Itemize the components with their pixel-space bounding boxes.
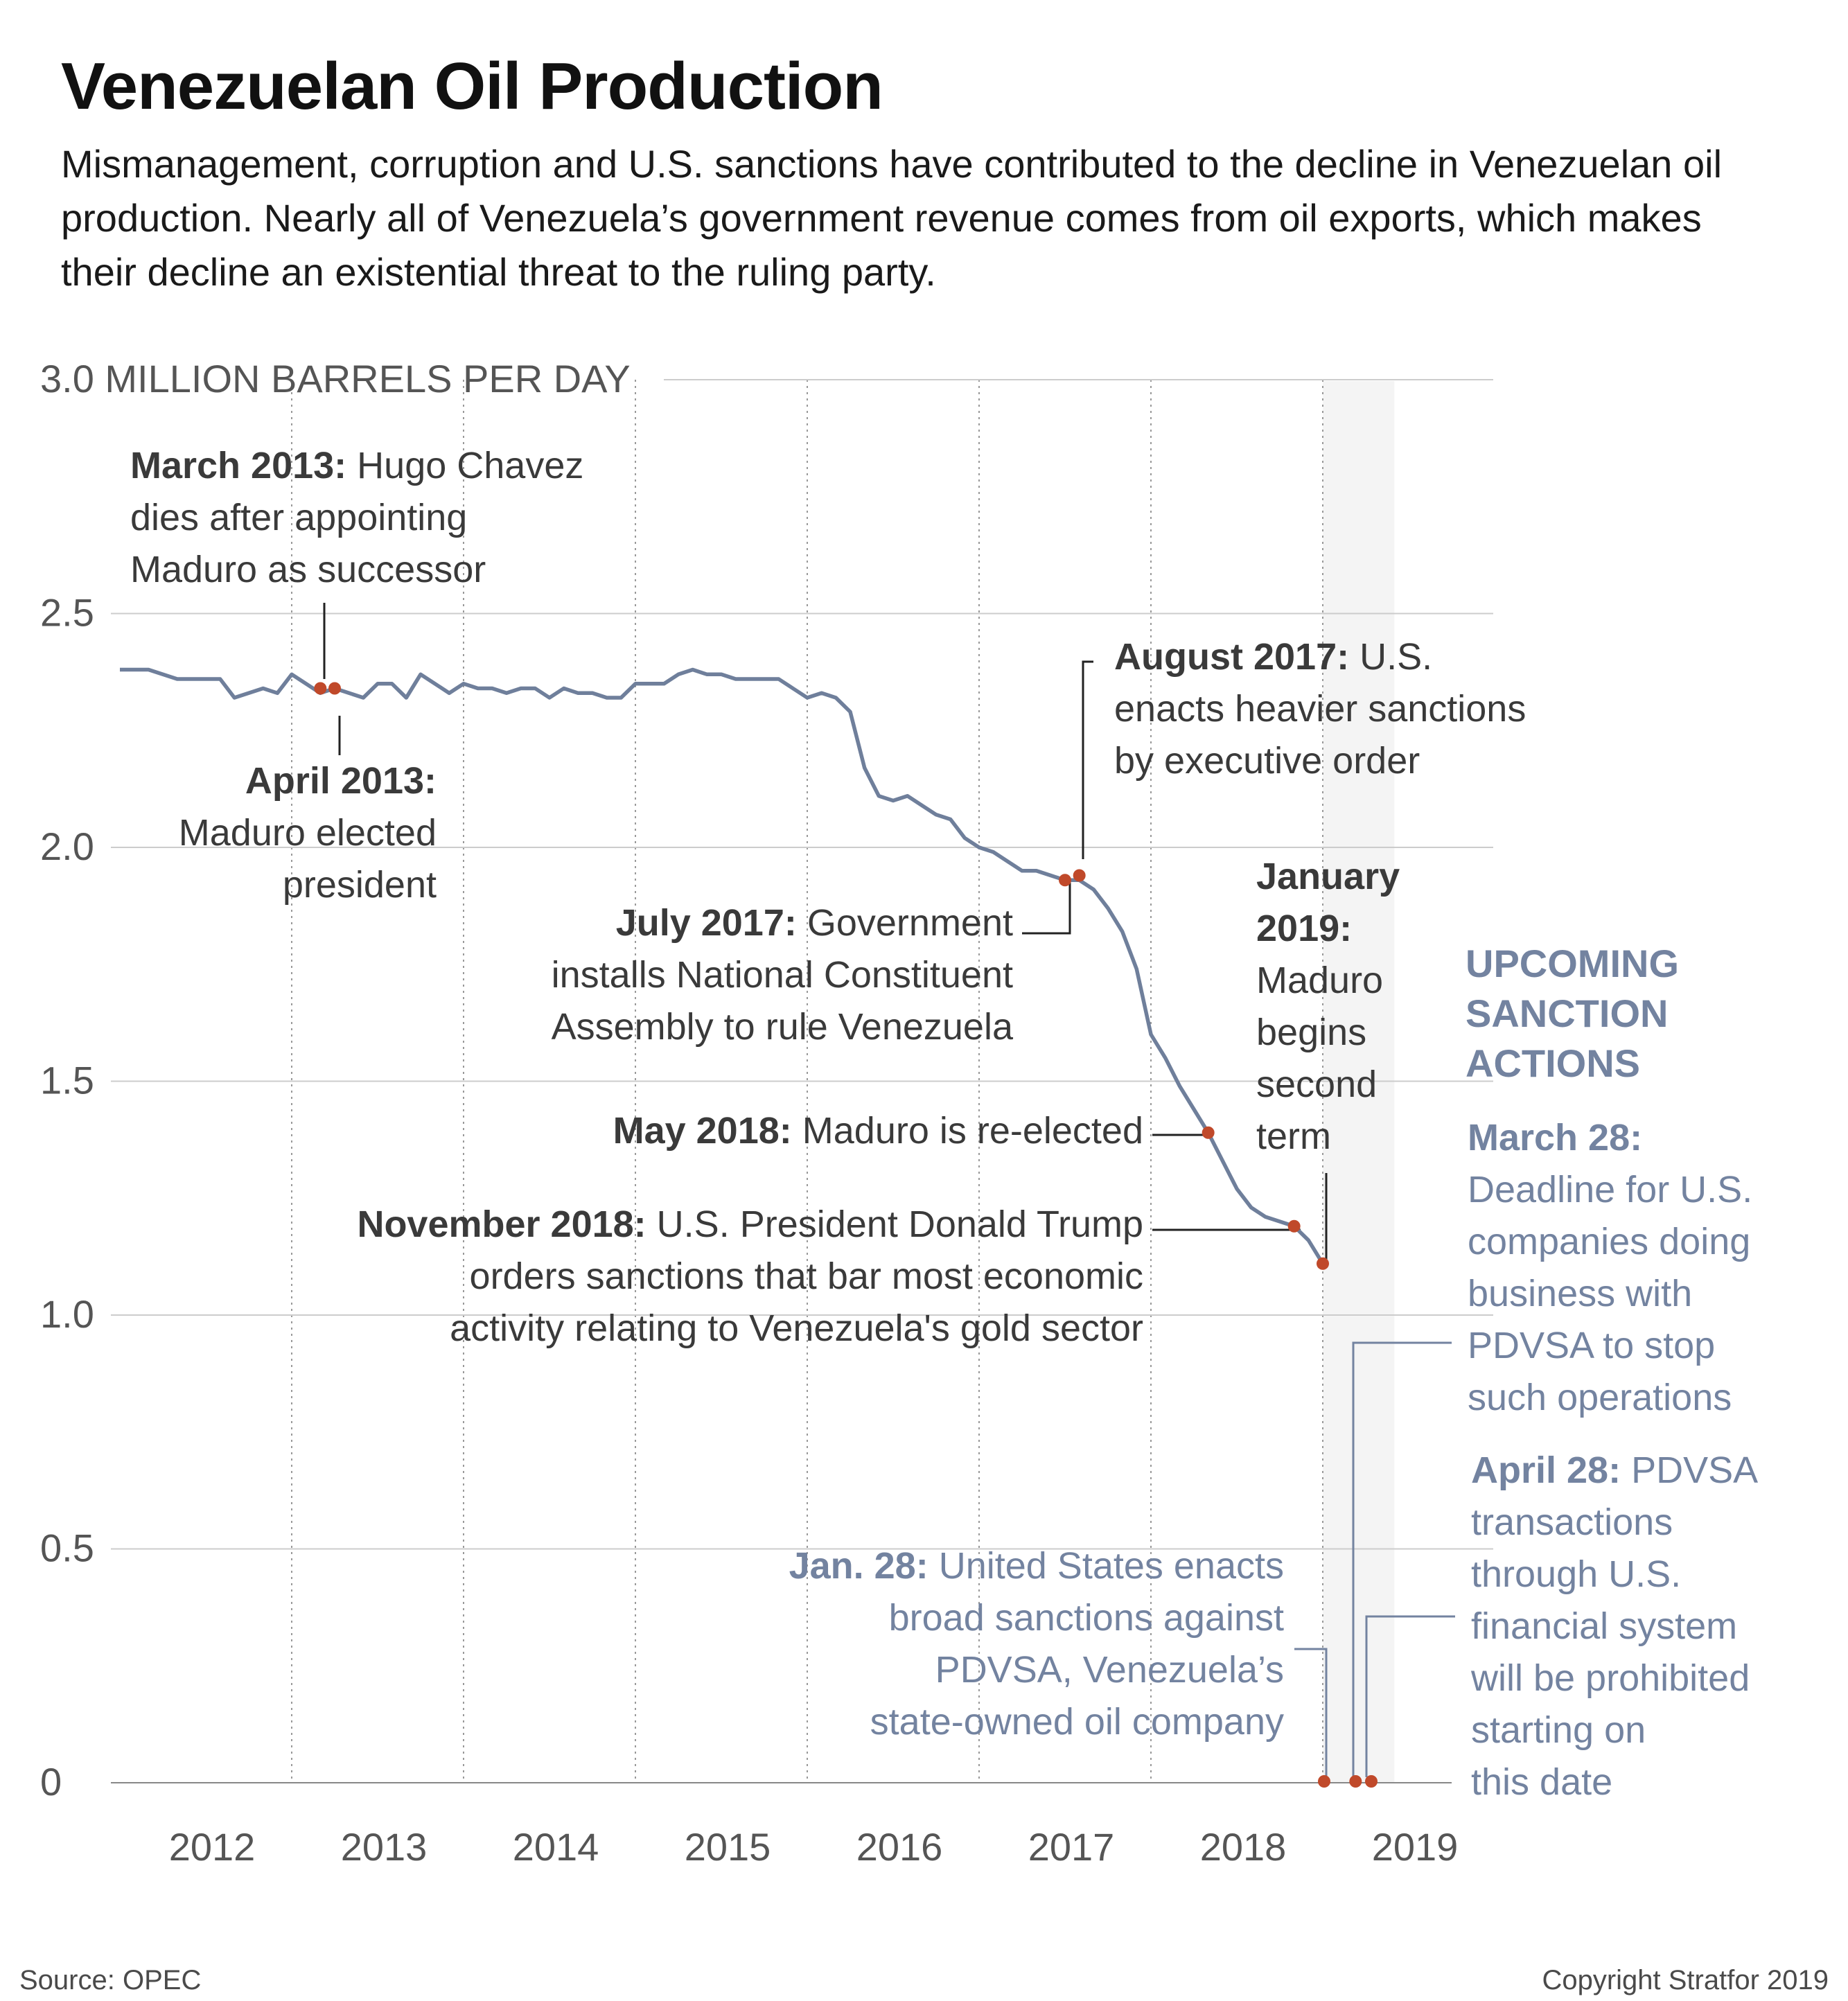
y-tick-label: 1.5	[40, 1059, 94, 1102]
event-label: March 28: Deadline for U.S. companies doin…	[1468, 1117, 1752, 1418]
event-text: through U.S.	[1471, 1553, 1681, 1595]
event-text: Maduro is re-elected	[792, 1110, 1143, 1152]
chart-subtitle: Mismanagement, corruption and U.S. sanct…	[61, 142, 1723, 294]
x-tick-label: 2016	[856, 1825, 943, 1869]
leader-line	[1365, 1615, 1455, 1777]
event-marker	[328, 682, 341, 695]
upcoming-heading-line: SANCTION	[1466, 991, 1668, 1035]
event-date: Jan. 28:	[789, 1545, 929, 1587]
event-text: U.S.	[1349, 636, 1432, 678]
y-tick-label: 2.5	[40, 591, 94, 635]
event-marker	[314, 682, 327, 695]
x-tick-label: 2018	[1200, 1825, 1287, 1869]
event-date: May 2018:	[613, 1110, 792, 1152]
event-text: second	[1256, 1064, 1377, 1105]
chart-gridlines	[111, 379, 1493, 1783]
x-tick-label: 2012	[169, 1825, 256, 1869]
event-marker	[1317, 1257, 1329, 1270]
event-text: PDVSA	[1621, 1449, 1758, 1491]
y-tick-label: 1.0	[40, 1292, 94, 1336]
upcoming-heading-line: ACTIONS	[1466, 1041, 1640, 1085]
event-text: 2019:	[1256, 908, 1352, 949]
x-tick-label: 2015	[685, 1825, 771, 1869]
upcoming-heading-line: UPCOMING	[1466, 942, 1679, 985]
event-text: United States enacts	[929, 1545, 1284, 1587]
event-label: April 28: PDVSA transactions through U.S. f…	[1470, 1449, 1758, 1803]
event-text: Maduro as successor	[130, 549, 486, 590]
source-note: Source: OPEC	[19, 1965, 202, 1995]
event-label: November 2018: U.S. President Donald Tru…	[357, 1204, 1143, 1349]
event-date: November 2018:	[357, 1204, 646, 1245]
event-text: president	[283, 864, 437, 906]
event-text: Maduro elected	[179, 812, 437, 854]
event-text: Hugo Chavez	[346, 445, 583, 486]
event-label: May 2018: Maduro is re-elected	[613, 1110, 1143, 1152]
event-marker	[1059, 874, 1071, 887]
event-date: August 2017:	[1114, 636, 1349, 678]
event-date: April 28:	[1471, 1449, 1621, 1491]
event-marker	[1318, 1775, 1330, 1788]
event-date: April 2013:	[245, 760, 437, 802]
event-date: March 28:	[1468, 1117, 1642, 1158]
leader-line	[1022, 879, 1071, 935]
chart-labels: 0 0.5 1.0 1.5 2.0 2.5 3.0 MILLION BARRELS PER …	[40, 357, 1758, 1869]
event-text: PDVSA to stop	[1468, 1325, 1715, 1366]
event-text: state-owned oil company	[870, 1701, 1284, 1743]
event-label: July 2017: Government installs National C…	[552, 902, 1014, 1048]
event-text: business with	[1468, 1273, 1692, 1314]
event-label: August 2017: U.S. enacts heavier sanction…	[1114, 636, 1526, 782]
event-marker	[1287, 1219, 1301, 1233]
event-text: activity relating to Venezuela's gold se…	[450, 1307, 1143, 1349]
event-markers	[314, 682, 1378, 1788]
event-label: Jan. 28: United States enacts broad sanct…	[789, 1545, 1284, 1743]
x-tick-label: 2014	[513, 1825, 599, 1869]
event-text: installs National Constituent	[552, 954, 1013, 996]
y-tick-label: 3.0 MILLION BARRELS PER DAY	[40, 357, 631, 400]
event-text: will be prohibited	[1470, 1657, 1750, 1699]
event-text: begins	[1256, 1012, 1366, 1053]
leader-line	[1294, 1648, 1328, 1777]
copyright-note: Copyright Stratfor 2019	[1542, 1965, 1829, 1995]
event-marker	[1349, 1775, 1362, 1788]
event-text: broad sanctions against	[889, 1597, 1284, 1639]
leader-line	[1352, 1341, 1452, 1777]
event-text: companies doing	[1468, 1221, 1750, 1262]
event-text: starting on	[1471, 1709, 1646, 1751]
event-text: Maduro	[1256, 960, 1383, 1001]
x-tick-label: 2017	[1028, 1825, 1115, 1869]
event-marker	[1365, 1775, 1378, 1788]
y-tick-label: 0.5	[40, 1526, 94, 1570]
event-label: March 2013: Hugo Chavez dies after appoin…	[130, 445, 583, 590]
x-tick-label: 2019	[1372, 1825, 1459, 1869]
event-text: such operations	[1468, 1377, 1732, 1418]
annotation-leader-lines	[323, 603, 1455, 1777]
event-text: Deadline for U.S.	[1468, 1169, 1752, 1210]
event-marker	[1073, 869, 1086, 882]
event-text: Government	[797, 902, 1013, 944]
event-text: Assembly to rule Venezuela	[552, 1006, 1014, 1048]
event-text: by executive order	[1114, 740, 1420, 782]
event-text: transactions	[1471, 1501, 1673, 1543]
event-text: enacts heavier sanctions	[1114, 688, 1526, 730]
x-tick-label: 2013	[341, 1825, 428, 1869]
leader-line	[1082, 660, 1093, 859]
event-text: PDVSA, Venezuela’s	[935, 1649, 1284, 1691]
event-label: January 2019: Maduro begins second term	[1256, 856, 1400, 1157]
event-date: January	[1256, 856, 1400, 897]
y-tick-label: 0	[40, 1760, 62, 1804]
event-text: financial system	[1471, 1605, 1737, 1647]
event-text: dies after appointing	[130, 497, 467, 538]
y-tick-label: 2.0	[40, 825, 94, 868]
chart-title: Venezuelan Oil Production	[61, 49, 883, 123]
event-date: March 2013:	[130, 445, 346, 486]
event-text: term	[1256, 1116, 1331, 1157]
event-text: U.S. President Donald Trump	[646, 1204, 1143, 1245]
event-date: July 2017:	[616, 902, 797, 944]
event-label: April 2013: Maduro elected president	[179, 760, 437, 906]
event-marker	[1202, 1126, 1215, 1139]
event-text: this date	[1471, 1761, 1612, 1803]
event-text: orders sanctions that bar most economic	[470, 1255, 1143, 1297]
